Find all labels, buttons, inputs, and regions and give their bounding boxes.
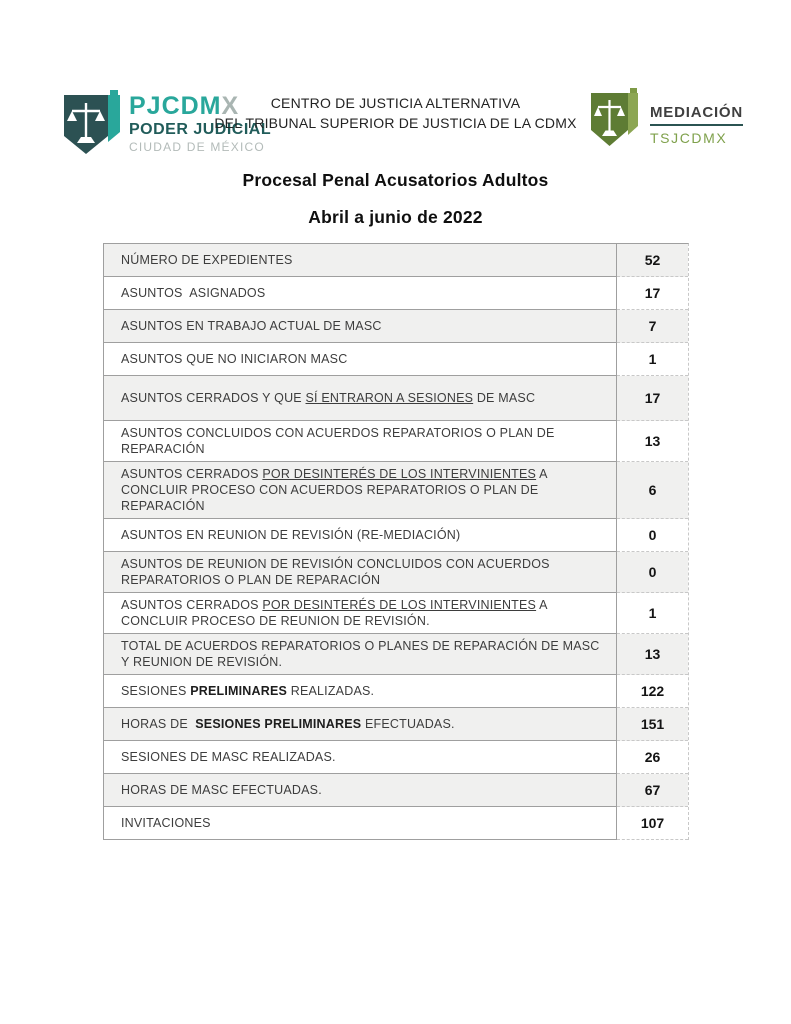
page-title: Procesal Penal Acusatorios Adultos <box>242 170 549 190</box>
row-value: 7 <box>617 310 688 343</box>
org-title-line1: CENTRO DE JUSTICIA ALTERNATIVA <box>270 95 521 111</box>
tsjcdmx-label: TSJCDMX <box>650 130 728 146</box>
pjcdmx-shield-icon <box>64 90 120 154</box>
table-row: SESIONES DE MASC REALIZADAS. 26 <box>104 741 688 774</box>
row-value: 151 <box>617 708 688 741</box>
row-value: 0 <box>617 519 688 552</box>
row-value: 1 <box>617 593 688 634</box>
mediacion-logo-text: MEDIACIÓN TSJCDMX <box>650 88 744 146</box>
row-value: 26 <box>617 741 688 774</box>
row-label: HORAS DE SESIONES PRELIMINARES EFECTUADA… <box>104 708 617 741</box>
row-value: 107 <box>617 807 688 840</box>
table-row: ASUNTOS CERRADOS POR DESINTERÉS DE LOS I… <box>104 462 688 519</box>
table-row: HORAS DE SESIONES PRELIMINARES EFECTUADA… <box>104 708 688 741</box>
document-header: PJCDMX PODER JUDICIAL CIUDAD DE MÉXICO C… <box>0 88 791 168</box>
table-row: ASUNTOS EN REUNION DE REVISIÓN (RE-MEDIA… <box>104 519 688 552</box>
row-label: ASUNTOS QUE NO INICIARON MASC <box>104 343 617 376</box>
row-value: 52 <box>617 244 688 277</box>
table-row: ASUNTOS CONCLUIDOS CON ACUERDOS REPARATO… <box>104 421 688 462</box>
pjcdmx-acronym: PJCDMX <box>129 92 240 120</box>
row-value: 67 <box>617 774 688 807</box>
table-row: INVITACIONES 107 <box>104 807 688 840</box>
row-value: 0 <box>617 552 688 593</box>
table-row: TOTAL DE ACUERDOS REPARATORIOS O PLANES … <box>104 634 688 675</box>
row-label: SESIONES DE MASC REALIZADAS. <box>104 741 617 774</box>
org-title: CENTRO DE JUSTICIA ALTERNATIVA DEL TRIBU… <box>0 93 791 134</box>
poder-judicial-label: PODER JUDICIAL <box>129 121 272 138</box>
table-row: SESIONES PRELIMINARES REALIZADAS. 122 <box>104 675 688 708</box>
table-row: ASUNTOS CERRADOS Y QUE SÍ ENTRARON A SES… <box>104 376 688 421</box>
row-label: NÚMERO DE EXPEDIENTES <box>104 244 617 277</box>
row-label: HORAS DE MASC EFECTUADAS. <box>104 774 617 807</box>
row-value: 122 <box>617 675 688 708</box>
mediacion-shield-icon <box>591 88 638 146</box>
row-label: ASUNTOS CERRADOS Y QUE SÍ ENTRARON A SES… <box>104 376 617 421</box>
row-value: 17 <box>617 376 688 421</box>
row-value: 17 <box>617 277 688 310</box>
table-row: ASUNTOS EN TRABAJO ACTUAL DE MASC 7 <box>104 310 688 343</box>
row-label: TOTAL DE ACUERDOS REPARATORIOS O PLANES … <box>104 634 617 675</box>
stats-table: NÚMERO DE EXPEDIENTES 52 ASUNTOS ASIGNADOS… <box>103 243 689 840</box>
row-label: SESIONES PRELIMINARES REALIZADAS. <box>104 675 617 708</box>
row-value: 13 <box>617 634 688 675</box>
table-row: ASUNTOS QUE NO INICIARON MASC 1 <box>104 343 688 376</box>
row-label: INVITACIONES <box>104 807 617 840</box>
row-label: ASUNTOS ASIGNADOS <box>104 277 617 310</box>
table-row: ASUNTOS DE REUNION DE REVISIÓN CONCLUIDO… <box>104 552 688 593</box>
table-row: ASUNTOS CERRADOS POR DESINTERÉS DE LOS I… <box>104 593 688 634</box>
row-label: ASUNTOS DE REUNION DE REVISIÓN CONCLUIDO… <box>104 552 617 593</box>
table-row: NÚMERO DE EXPEDIENTES 52 <box>104 244 688 277</box>
table-row: ASUNTOS ASIGNADOS 17 <box>104 277 688 310</box>
pjcdmx-logo-text: PJCDMX PODER JUDICIAL CIUDAD DE MÉXICO <box>129 90 271 158</box>
mediacion-logo: MEDIACIÓN TSJCDMX <box>588 88 744 150</box>
table-row: HORAS DE MASC EFECTUADAS. 67 <box>104 774 688 807</box>
pjcdmx-logo: PJCDMX PODER JUDICIAL CIUDAD DE MÉXICO <box>60 90 271 158</box>
row-value: 6 <box>617 462 688 519</box>
ciudad-de-mexico-label: CIUDAD DE MÉXICO <box>129 140 265 154</box>
row-label: ASUNTOS CERRADOS POR DESINTERÉS DE LOS I… <box>104 462 617 519</box>
row-label: ASUNTOS CERRADOS POR DESINTERÉS DE LOS I… <box>104 593 617 634</box>
mediacion-divider <box>650 124 744 126</box>
row-value: 1 <box>617 343 688 376</box>
row-value: 13 <box>617 421 688 462</box>
org-title-line2: DEL TRIBUNAL SUPERIOR DE JUSTICIA DE LA … <box>214 115 577 132</box>
row-label: ASUNTOS EN REUNION DE REVISIÓN (RE-MEDIA… <box>104 519 617 552</box>
page-subtitle: Abril a junio de 2022 <box>308 207 483 227</box>
row-label: ASUNTOS CONCLUIDOS CON ACUERDOS REPARATO… <box>104 421 617 462</box>
mediacion-label: MEDIACIÓN <box>650 104 744 121</box>
row-label: ASUNTOS EN TRABAJO ACTUAL DE MASC <box>104 310 617 343</box>
